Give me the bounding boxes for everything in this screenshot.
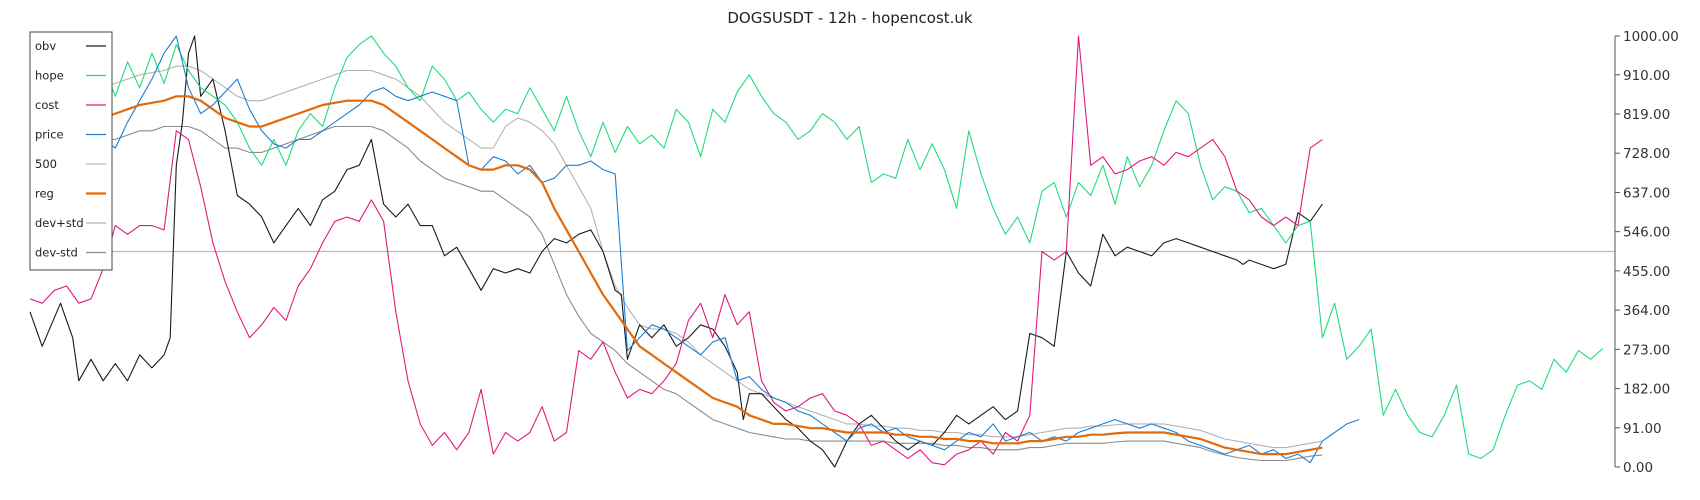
y-tick-label: 1000.00 [1623, 29, 1679, 45]
legend-label-dev-std: dev+std [35, 216, 84, 230]
legend-label-obv: obv [35, 39, 56, 53]
legend-label-cost: cost [35, 98, 59, 112]
y-tick-label: 546.00 [1623, 225, 1670, 241]
y-tick-label: 182.00 [1623, 382, 1670, 398]
legend-label-reg: reg [35, 187, 54, 201]
y-tick-label: 819.00 [1623, 107, 1670, 123]
legend-box [29, 31, 113, 271]
series-line-dev-std [90, 65, 1323, 449]
series-line-price [90, 35, 1360, 464]
y-tick-label: 910.00 [1623, 68, 1670, 84]
y-tick-label: 273.00 [1623, 342, 1670, 358]
legend-label-dev-std: dev-std [35, 246, 78, 260]
series-layer [29, 35, 1615, 468]
series-line-obv [29, 35, 1323, 468]
chart-title: DOGSUSDT - 12h - hopencost.uk [727, 9, 973, 27]
y-tick-label: 91.00 [1623, 421, 1662, 437]
y-axis: 0.00 91.00 182.00 273.00 364.00 455.00 546.00 6… [1614, 29, 1679, 476]
y-tick-label: 364.00 [1623, 303, 1670, 319]
legend: obv hope cost price 500 reg dev+std dev-std [29, 31, 113, 271]
series-line-cost [29, 35, 1323, 466]
legend-label-hope: hope [35, 69, 64, 83]
y-tick-label: 0.00 [1623, 460, 1653, 476]
y-tick-label: 637.00 [1623, 185, 1670, 201]
legend-label-price: price [35, 128, 64, 142]
series-line-reg [90, 95, 1323, 456]
legend-label-500: 500 [35, 157, 57, 171]
y-tick-label: 728.00 [1623, 146, 1670, 162]
series-line-hope [90, 35, 1604, 459]
y-tick-label: 455.00 [1623, 264, 1670, 280]
series-line-dev-std [90, 125, 1323, 462]
